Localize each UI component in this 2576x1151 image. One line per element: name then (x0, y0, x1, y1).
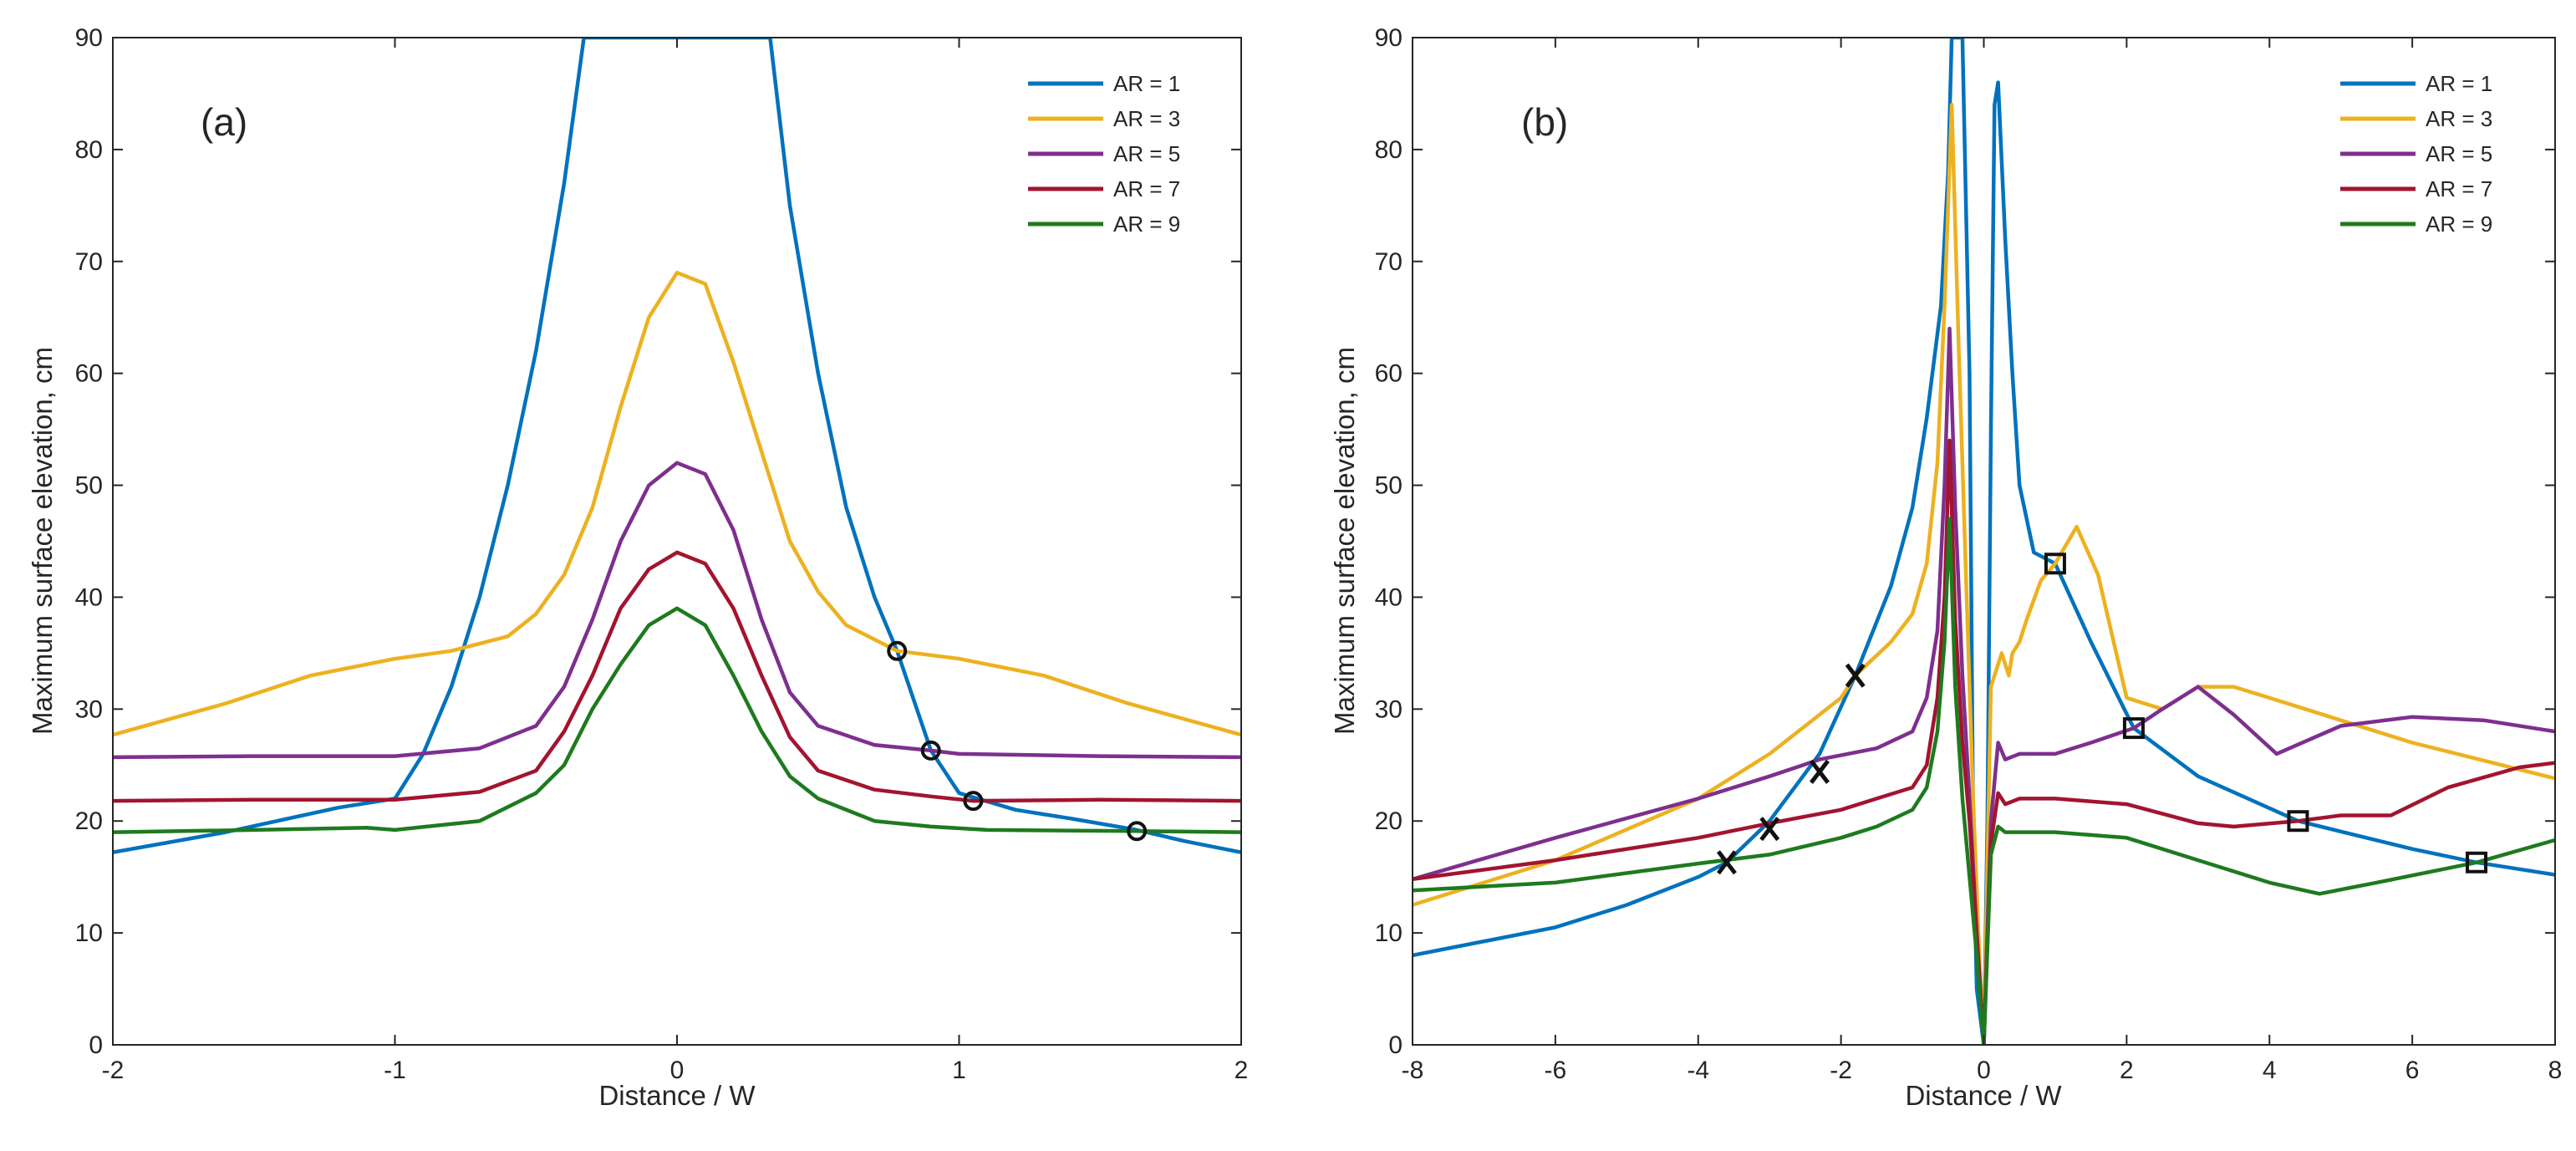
panel-a-xtick-label: -2 (102, 1057, 125, 1084)
panel-b-legend-label: AR = 1 (2426, 71, 2492, 96)
panel-a-legend-entry-ar-9: AR = 9 (1028, 211, 1180, 237)
panel-b-square-marker-5 (2044, 553, 2066, 575)
panel-b-series-ar-3 (1413, 103, 2555, 1045)
panel-b-xtick-label: -2 (1830, 1057, 1852, 1084)
panel-b-xtick-label: 0 (1977, 1057, 1991, 1084)
panel-b-xtick-label: -4 (1687, 1057, 1709, 1084)
panel-a-ytick-label: 0 (89, 1031, 103, 1059)
panel-b-legend-entry-ar-5: AR = 5 (2340, 141, 2492, 166)
panel-a-xtick-label: 0 (670, 1057, 685, 1084)
panel-a-ylabel: Maximum surface elevation, cm (27, 347, 58, 735)
panel-a-series-ar-3 (113, 270, 1241, 737)
panel-b-legend-label: AR = 3 (2426, 106, 2492, 131)
panel-a-legend-entry-ar-5: AR = 5 (1028, 141, 1180, 166)
panel-b-series-ar-1 (1413, 38, 2555, 1045)
panel-b-ylabel: Maximum surface elevation, cm (1329, 347, 1360, 735)
panel-b-square-marker-6 (2122, 717, 2145, 740)
panel-b-legend-label: AR = 9 (2426, 211, 2492, 237)
panel-b-series-ar-9 (1413, 517, 2555, 1045)
panel-b-xtick-label: 4 (2263, 1057, 2277, 1084)
panel-a-legend-label: AR = 5 (1113, 141, 1180, 166)
panel-b-markers (1716, 553, 2488, 875)
panel-b-legend-label: AR = 5 (2426, 141, 2492, 166)
panel-a-series-ar-1 (113, 38, 1241, 854)
panel-a-legend-label: AR = 9 (1113, 211, 1180, 237)
panel-b-legend: AR = 1 AR = 3 AR = 5 AR = 7 AR = 9 (2340, 71, 2492, 237)
panel-b-ytick-label: 30 (1375, 695, 1403, 723)
panel-a-legend-entry-ar-3: AR = 3 (1028, 106, 1180, 131)
panel-a-circle-marker-1 (887, 640, 908, 661)
panel-a-series (113, 38, 1241, 854)
panel-b-ytick-label: 40 (1375, 583, 1403, 611)
panel-b-x-marker-3 (1810, 759, 1830, 784)
panel-a-series-ar-9 (113, 606, 1241, 834)
panel-b-ytick-label: 90 (1375, 24, 1403, 52)
panel-a-circle-marker-3 (963, 791, 984, 812)
panel-b-ytick-label: 70 (1375, 248, 1403, 276)
panel-a-label: (a) (201, 100, 247, 144)
panel-a-legend-entry-ar-7: AR = 7 (1028, 176, 1180, 201)
panel-b-label: (b) (1521, 100, 1568, 144)
panel-b-series (1413, 38, 2555, 1045)
panel-b-legend-entry-ar-9: AR = 9 (2340, 211, 2492, 237)
panel-b-ytick-label: 10 (1375, 919, 1403, 947)
panel-a-circle-marker-2 (920, 740, 941, 761)
panel-b-ytick-label: 80 (1375, 136, 1403, 164)
panel-b-x-marker-1 (1716, 850, 1737, 875)
panel-a-legend: AR = 1 AR = 3 AR = 5 AR = 7 AR = 9 (1028, 71, 1180, 237)
panel-b-xtick-label: 6 (2405, 1057, 2420, 1084)
panel-a-ytick-label: 80 (75, 136, 103, 164)
panel-b-xtick-label: 2 (2120, 1057, 2134, 1084)
panel-a-ytick-label: 50 (75, 472, 103, 500)
panel-b-square-marker-7 (2287, 810, 2309, 833)
panel-a-ytick-label: 40 (75, 583, 103, 611)
panel-b-x-marker-4 (1845, 663, 1866, 688)
panel-a-xtick-label: 1 (952, 1057, 966, 1084)
panel-a-xlabel: Distance / W (598, 1080, 756, 1111)
panel-a-ytick-label: 10 (75, 919, 103, 947)
panel-b-square-marker-8 (2466, 851, 2488, 873)
panel-a-legend-label: AR = 7 (1113, 176, 1180, 201)
panel-b-legend-entry-ar-1: AR = 1 (2340, 71, 2492, 96)
panel-a-series-ar-7 (113, 550, 1241, 803)
panel-b-ytick-label: 50 (1375, 472, 1403, 500)
panel-a-ytick-label: 90 (75, 24, 103, 52)
panel-b-legend-entry-ar-7: AR = 7 (2340, 176, 2492, 201)
panel-b-legend-entry-ar-3: AR = 3 (2340, 106, 2492, 131)
panel-a-markers (887, 640, 1148, 842)
panel-a-legend-entry-ar-1: AR = 1 (1028, 71, 1180, 96)
panel-a-ytick-label: 20 (75, 807, 103, 835)
panel-b-series-ar-5 (1413, 326, 2555, 1045)
panel-a-ytick-label: 70 (75, 248, 103, 276)
panel-b-xlabel: Distance / W (1905, 1080, 2062, 1111)
panel-a-circle-marker-4 (1127, 821, 1148, 842)
panel-b-xtick-label: -6 (1545, 1057, 1567, 1084)
panel-b-legend-label: AR = 7 (2426, 176, 2492, 201)
panel-b-ytick-label: 0 (1388, 1031, 1403, 1059)
panel-a-legend-label: AR = 3 (1113, 106, 1180, 131)
panel-b-xtick-label: -8 (1402, 1057, 1424, 1084)
panel-a-xtick-label: -1 (384, 1057, 406, 1084)
panel-b-x-marker-2 (1759, 817, 1780, 842)
panel-b-xtick-label: 8 (2548, 1057, 2563, 1084)
panel-b-ytick-label: 60 (1375, 360, 1403, 388)
panel-b-ytick-label: 20 (1375, 807, 1403, 835)
panel-a-legend-label: AR = 1 (1113, 71, 1180, 96)
panel-a-ytick-label: 60 (75, 360, 103, 388)
panel-a-ytick-label: 30 (75, 695, 103, 723)
panel-a-xtick-label: 2 (1235, 1057, 1249, 1084)
